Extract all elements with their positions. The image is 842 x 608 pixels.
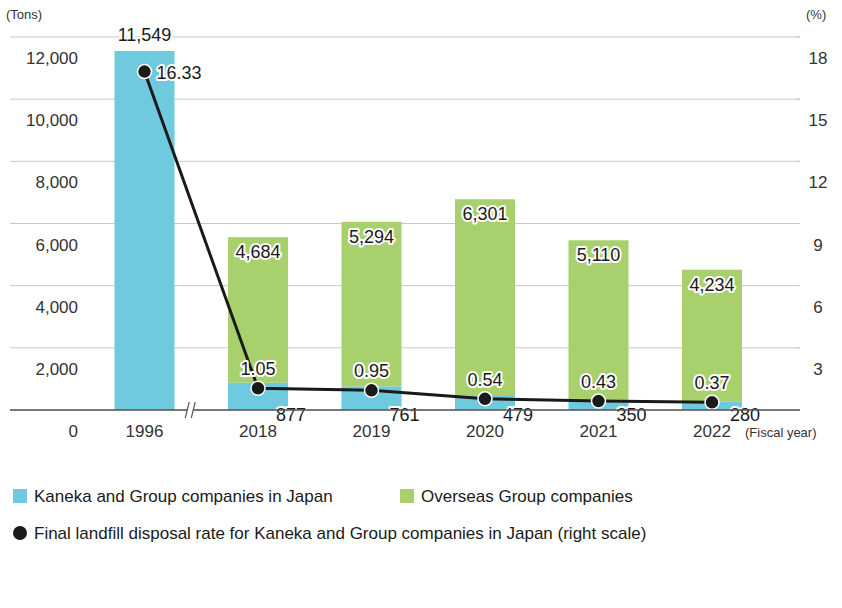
data-label: 6,301 xyxy=(462,204,507,224)
y2-tick-label: 6 xyxy=(813,298,822,317)
chart: 0 2,000 4,000 6,000 8,000 10,000 12,000 3 6 9 12 15… xyxy=(0,0,842,608)
y2-tick-mark xyxy=(796,285,800,286)
y-tick-label: 10,000 xyxy=(26,111,78,130)
data-label: 761 xyxy=(389,405,419,425)
y2-tick-label: 3 xyxy=(813,360,822,379)
data-label: 479 xyxy=(503,405,533,425)
legend-marker xyxy=(13,526,27,540)
x-tick-label: 2021 xyxy=(580,422,618,441)
data-label: 0.54 xyxy=(467,370,502,390)
data-label: 5,294 xyxy=(349,227,394,247)
x-tick-label: 2018 xyxy=(239,422,277,441)
axis-break xyxy=(191,402,195,418)
legend-marker xyxy=(400,489,414,503)
y2-tick-label: 12 xyxy=(809,173,828,192)
x-axis-line xyxy=(10,409,800,411)
data-label: 0.37 xyxy=(694,373,729,393)
legend-label: Kaneka and Group companies in Japan xyxy=(34,487,333,506)
marker xyxy=(138,65,152,79)
tick-mark xyxy=(10,410,800,411)
axis-break xyxy=(185,402,189,418)
y2-tick-label: 18 xyxy=(809,49,828,68)
y2-tick-mark xyxy=(796,37,800,38)
y2-tick-mark xyxy=(796,161,800,162)
data-label: 280 xyxy=(730,405,760,425)
marker xyxy=(251,381,265,395)
data-label: 0.95 xyxy=(354,361,389,381)
bar xyxy=(342,222,402,387)
y-tick-label: 12,000 xyxy=(26,49,78,68)
plot-marks xyxy=(115,51,743,410)
data-label: 5,110 xyxy=(577,245,621,265)
data-label: 1.05 xyxy=(240,359,275,379)
marker xyxy=(478,392,492,406)
bar xyxy=(569,240,629,399)
y-tick-label: 8,000 xyxy=(35,173,78,192)
y2-tick-mark xyxy=(796,223,800,224)
legend-label: Overseas Group companies xyxy=(421,487,633,506)
y-tick-label: 2,000 xyxy=(35,360,78,379)
axis-break xyxy=(185,402,195,418)
legend-label: Final landfill disposal rate for Kaneka … xyxy=(34,524,646,543)
data-label: 0.43 xyxy=(581,372,616,392)
y-tick-label: 0 xyxy=(69,422,78,441)
line xyxy=(145,72,713,403)
y2-tick-label: 9 xyxy=(813,236,822,255)
x-tick-label: 2020 xyxy=(466,422,504,441)
x-tick-label: 1996 xyxy=(126,422,164,441)
y2-axis-label: (%) xyxy=(806,7,826,22)
y2-tick-mark xyxy=(796,99,800,100)
legend-marker xyxy=(13,489,27,503)
x-tick-label: 2022 xyxy=(693,422,731,441)
bar xyxy=(228,237,288,383)
marker xyxy=(592,394,606,408)
y-tick-label: 4,000 xyxy=(35,298,78,317)
data-label: 350 xyxy=(616,405,646,425)
data-label: 877 xyxy=(276,405,306,425)
y-axis-label: (Tons) xyxy=(6,7,42,22)
marker xyxy=(705,395,719,409)
data-label: 4,234 xyxy=(689,275,734,295)
data-label: 4,684 xyxy=(235,242,280,262)
data-label: 11,549 xyxy=(118,25,172,45)
data-label: 16.33 xyxy=(157,63,202,83)
bar xyxy=(115,51,175,410)
y-tick-label: 6,000 xyxy=(35,236,78,255)
x-tick-label: 2019 xyxy=(353,422,391,441)
x-axis-label: (Fiscal year) xyxy=(745,425,817,440)
bar xyxy=(455,199,515,395)
bar xyxy=(682,270,742,402)
y2-tick-mark xyxy=(796,347,800,348)
labels: 11,549 877 761 479 350 280 4,684 5,294 6,301 5,11… xyxy=(118,25,760,425)
y2-tick-label: 15 xyxy=(809,111,828,130)
marker xyxy=(365,383,379,397)
